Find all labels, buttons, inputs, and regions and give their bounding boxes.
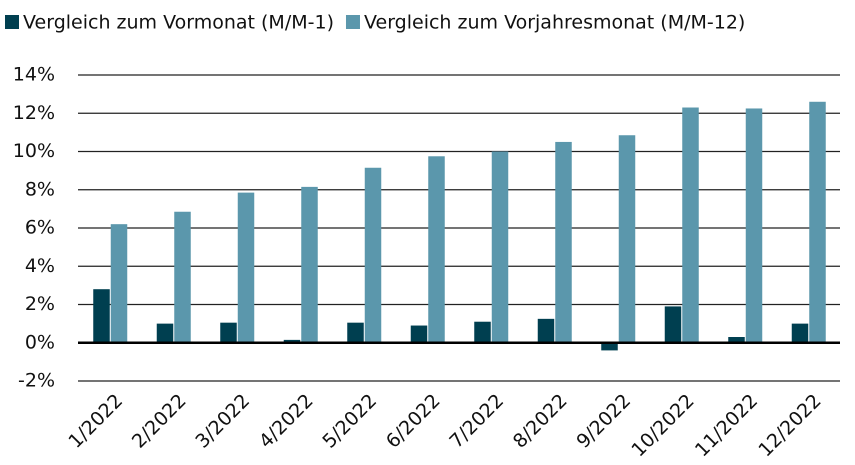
x-tick-label: 6/2022 xyxy=(382,390,445,453)
y-tick-label: 2% xyxy=(25,293,55,315)
y-tick-label: 4% xyxy=(25,255,55,277)
bar xyxy=(301,186,318,343)
bar xyxy=(220,322,237,343)
bar xyxy=(174,211,191,343)
bar xyxy=(93,289,110,343)
legend-swatch xyxy=(345,15,360,29)
bar xyxy=(618,135,636,343)
bar xyxy=(428,156,445,343)
x-tick-label: 9/2022 xyxy=(572,390,635,453)
legend-label: Vergleich zum Vormonat (M/M-1) xyxy=(23,12,334,34)
x-tick-label: 11/2022 xyxy=(691,390,762,461)
x-tick-label: 12/2022 xyxy=(754,390,825,461)
bar xyxy=(474,321,491,343)
legend-swatch xyxy=(5,15,19,29)
x-tick-label: 3/2022 xyxy=(191,390,254,453)
bar xyxy=(347,322,364,343)
bar xyxy=(682,107,699,343)
bar xyxy=(364,167,382,343)
x-tick-label: 8/2022 xyxy=(509,390,572,453)
bar xyxy=(745,108,763,343)
x-tick-label: 1/2022 xyxy=(64,390,127,453)
x-tick-label: 5/2022 xyxy=(318,390,381,453)
bar xyxy=(237,192,255,343)
x-tick-label: 4/2022 xyxy=(255,390,318,453)
y-tick-label: 12% xyxy=(13,102,55,124)
x-tick-label: 7/2022 xyxy=(445,390,508,453)
y-tick-label: 0% xyxy=(25,331,55,353)
bar xyxy=(809,101,826,343)
bar xyxy=(791,323,809,343)
x-tick-label: 10/2022 xyxy=(627,390,698,461)
bar xyxy=(410,325,428,343)
y-tick-label: 8% xyxy=(25,178,55,200)
bar xyxy=(728,337,745,343)
legend-label: Vergleich zum Vorjahresmonat (M/M-12) xyxy=(364,12,745,34)
y-tick-label: 14% xyxy=(13,64,55,86)
bar xyxy=(664,306,682,343)
bar xyxy=(283,339,301,343)
bar xyxy=(110,224,128,343)
y-tick-label: 10% xyxy=(13,140,55,162)
y-tick-label: -2% xyxy=(18,370,55,392)
bar xyxy=(537,318,555,343)
x-tick-label: 2/2022 xyxy=(128,390,191,453)
bar xyxy=(156,323,174,343)
bar xyxy=(555,141,572,343)
y-tick-label: 6% xyxy=(25,217,55,239)
bar xyxy=(601,342,618,351)
bar xyxy=(491,151,509,343)
